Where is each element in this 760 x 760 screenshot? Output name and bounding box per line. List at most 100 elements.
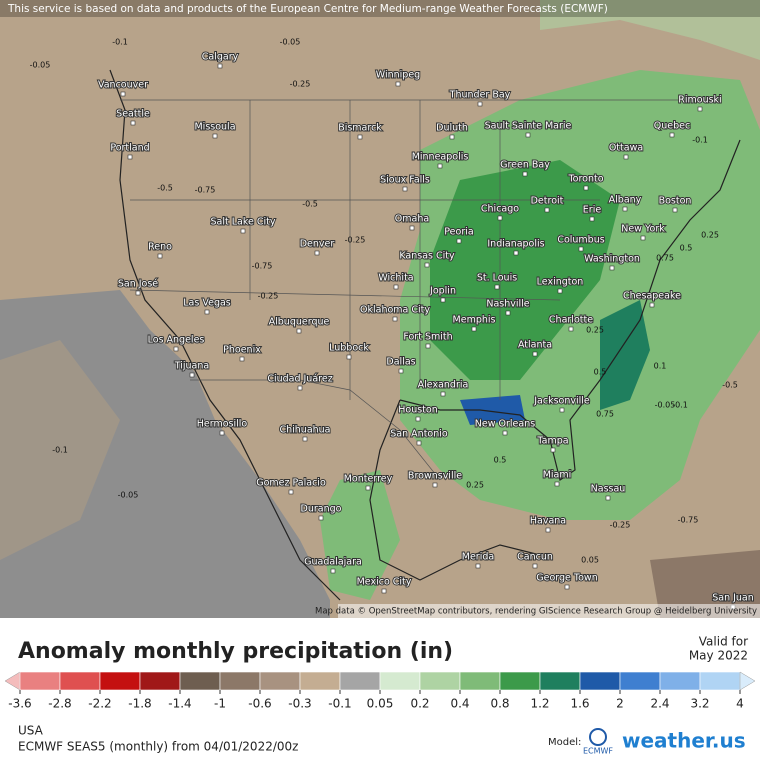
city-marker	[297, 385, 303, 391]
blue-patch	[460, 395, 525, 425]
city-marker	[240, 228, 246, 234]
city-label: Dallas	[386, 357, 415, 368]
city-marker	[649, 302, 655, 308]
model-logo-icon	[589, 728, 607, 746]
city-marker	[471, 326, 477, 332]
city-marker	[239, 356, 245, 362]
city-marker	[449, 134, 455, 140]
city-label: Memphis	[453, 315, 496, 326]
city-marker	[622, 206, 628, 212]
city-marker	[578, 246, 584, 252]
city-marker	[697, 106, 703, 112]
city-marker	[609, 265, 615, 271]
city-marker	[357, 134, 363, 140]
colorbar-swatch	[59, 671, 101, 691]
brand: weather.us	[622, 729, 746, 753]
city-label: Detroit	[531, 196, 564, 207]
city-label: Brownsville	[408, 471, 462, 482]
city-marker	[456, 238, 462, 244]
colorbar-tick-label: 0.4	[450, 697, 469, 711]
city-marker	[437, 163, 443, 169]
city-label: Tampa	[536, 436, 568, 447]
city-marker	[296, 328, 302, 334]
colorbar-tick-label: 2.4	[650, 697, 669, 711]
city-label: Toronto	[567, 174, 603, 185]
city-label: New York	[621, 224, 665, 235]
city-label: Phoenix	[223, 345, 261, 356]
city-label: Oklahoma City	[360, 305, 430, 316]
contour-label: 0.25	[586, 326, 604, 335]
city-marker	[532, 563, 538, 569]
city-label: Bismarck	[338, 123, 382, 134]
city-marker	[513, 250, 519, 256]
city-marker	[392, 316, 398, 322]
city-label: Nashville	[486, 299, 529, 310]
contour-label: 0.5	[494, 456, 507, 465]
city-label: Peoria	[444, 227, 473, 238]
city-label: Guadalajara	[304, 557, 362, 568]
colorbar-swatch	[659, 671, 701, 691]
colorbar-swatch	[139, 671, 181, 691]
colorbar-swatch	[99, 671, 141, 691]
city-label: Quebec	[654, 121, 690, 132]
city-marker	[173, 346, 179, 352]
colorbar-tick-label: -3.6	[8, 697, 31, 711]
city-label: Calgary	[202, 52, 239, 63]
valid-label: Valid for	[699, 635, 748, 649]
city-marker	[532, 351, 538, 357]
colorbar-tick-label: 4	[736, 697, 744, 711]
city-label: Missoula	[194, 122, 235, 133]
city-marker	[415, 416, 421, 422]
city-label: Erie	[583, 205, 602, 216]
city-label: Merida	[462, 552, 494, 563]
colorbar-tick-label: 3.2	[690, 697, 709, 711]
wettest-region	[600, 300, 650, 410]
city-marker	[130, 120, 136, 126]
colorbar-tick-label: 2	[616, 697, 624, 711]
colorbar-swatch	[539, 671, 581, 691]
city-marker	[522, 171, 528, 177]
city-marker	[669, 132, 675, 138]
region: USA	[18, 724, 44, 738]
attribution-bar	[338, 604, 760, 618]
contour-label: 0.5	[680, 244, 693, 253]
city-marker	[318, 515, 324, 521]
city-layer: Vancouver Seattle Portland Calgary Winnipeg M…	[97, 51, 755, 610]
city-marker	[623, 154, 629, 160]
caribbean-dry	[650, 550, 760, 618]
contour-label: -0.1	[112, 38, 128, 47]
colorbar-swatch	[299, 671, 341, 691]
colorbar-tick-label: 1.6	[570, 697, 589, 711]
contour-label: 0.5	[594, 368, 607, 377]
city-label: Kansas City	[399, 251, 455, 262]
city-marker	[550, 447, 556, 453]
colorbar-swatch	[499, 671, 541, 691]
colorbar-tick-label: -2.8	[48, 697, 71, 711]
city-marker	[330, 568, 336, 574]
city-marker	[559, 407, 565, 413]
colorbar: -3.6 -2.8 -2.2 -1.8 -1.4 -1 -0.6 -0.3 -0.1 0.05 0.…	[4, 671, 756, 711]
city-label: St. Louis	[477, 273, 517, 284]
city-label: Washington	[584, 254, 640, 265]
city-marker	[564, 584, 570, 590]
city-label: Mexico City	[357, 577, 412, 588]
city-label: Las Vegas	[183, 298, 231, 309]
colorbar-swatch	[379, 671, 421, 691]
city-marker	[395, 81, 401, 87]
city-marker	[424, 262, 430, 268]
colorbar-swatch	[619, 671, 661, 691]
city-marker	[589, 216, 595, 222]
city-marker	[672, 207, 678, 213]
contour-label-layer: -0.05-0.1 -0.05-0.25-0.5 -0.75-0.5-0.25-0.…	[30, 38, 738, 565]
colorbar-tick-label: -0.6	[248, 697, 271, 711]
city-label: Hermosillo	[197, 419, 248, 430]
city-label: Columbus	[557, 235, 604, 246]
contour-label: -0.75	[252, 262, 273, 271]
city-marker	[381, 588, 387, 594]
city-marker	[568, 326, 574, 332]
contour-label: -0.25	[610, 521, 631, 530]
city-marker	[302, 436, 308, 442]
city-label: Miami	[543, 470, 572, 481]
